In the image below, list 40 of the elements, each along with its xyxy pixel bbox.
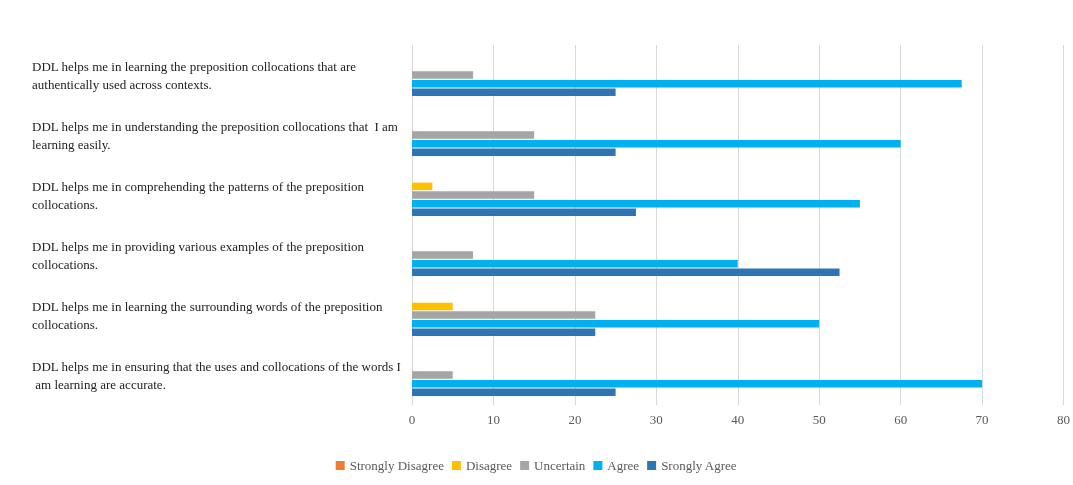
bar xyxy=(412,79,962,88)
bar xyxy=(412,379,983,388)
y-tick-label: DDL helps me in ensuring that the uses and collocations of the words I am learning are accurate. xyxy=(32,358,401,392)
bar xyxy=(412,182,433,191)
bar xyxy=(412,319,820,328)
bar xyxy=(412,251,474,259)
bar xyxy=(412,148,616,156)
x-tick-label: 40 xyxy=(731,412,745,427)
legend-label: Disagree xyxy=(465,458,513,473)
legend-label: Srongly Agree xyxy=(661,458,737,473)
bar xyxy=(412,388,616,396)
x-tick-label: 60 xyxy=(894,412,908,427)
y-tick-label: DDL helps me in learning the preposition collocations that are authentically used across contexts. xyxy=(32,58,360,92)
x-tick-label: 70 xyxy=(975,412,989,427)
bar xyxy=(412,71,474,79)
bar xyxy=(412,139,901,148)
bar xyxy=(412,311,596,319)
bar xyxy=(412,208,636,216)
y-tick-label: DDL helps me in providing various examples of the preposition collocations. xyxy=(32,238,368,272)
bar xyxy=(412,199,860,208)
y-tick-label: DDL helps me in comprehending the patterns of the preposition collocations. xyxy=(32,178,368,212)
y-tick-label: DDL helps me in learning the surrounding words of the preposition collocations. xyxy=(32,298,386,332)
bar xyxy=(412,259,738,268)
bar xyxy=(412,302,453,311)
bar xyxy=(412,268,840,276)
x-tick-label: 20 xyxy=(568,412,582,427)
bar xyxy=(412,371,453,379)
x-tick-label: 80 xyxy=(1057,412,1070,427)
bar xyxy=(412,328,596,336)
y-tick-label: DDL helps me in understanding the preposition collocations that I am learning easily. xyxy=(32,118,402,152)
legend-label: Uncertain xyxy=(534,458,586,473)
bar xyxy=(412,191,535,199)
x-tick-label: 0 xyxy=(408,412,416,427)
x-tick-label: 30 xyxy=(649,412,663,427)
bar xyxy=(412,131,535,139)
legend-label: Agree xyxy=(607,458,640,473)
bar xyxy=(412,88,616,96)
legend-label: Strongly Disagree xyxy=(349,458,445,473)
x-tick-label: 50 xyxy=(812,412,826,427)
x-tick-label: 10 xyxy=(486,412,500,427)
